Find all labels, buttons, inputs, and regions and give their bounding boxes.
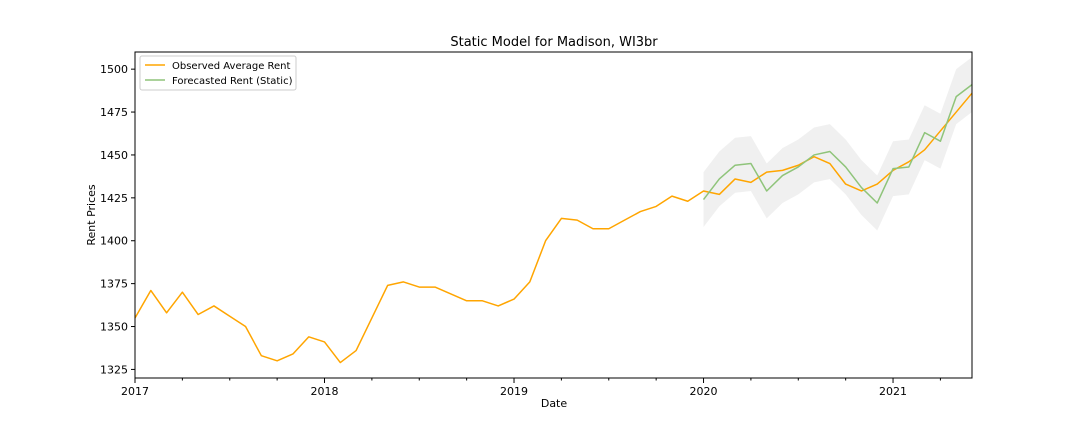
plot-frame <box>134 51 973 379</box>
y-tick-label: 1500 <box>100 63 128 76</box>
y-tick-label: 1450 <box>100 149 128 162</box>
x-tick-label: 2019 <box>500 385 528 398</box>
y-tick-label: 1350 <box>100 321 128 334</box>
y-tick-label: 1375 <box>100 278 128 291</box>
legend-box <box>139 55 297 91</box>
y-axis-label: Rent Prices <box>85 184 98 246</box>
series-line-forecast <box>702 84 973 204</box>
x-tick-label: 2020 <box>690 385 718 398</box>
y-tick-label: 1325 <box>100 363 128 376</box>
legend-label-forecast: Forecasted Rent (Static) <box>172 76 293 87</box>
legend: Observed Average Rent Forecasted Rent (S… <box>139 55 297 91</box>
legend-label-observed: Observed Average Rent <box>172 61 291 72</box>
x-tick-label: 2021 <box>879 385 907 398</box>
chart-title: Static Model for Madison, WI3br <box>450 35 658 50</box>
x-tick-label: 2017 <box>121 385 149 398</box>
series-line-observed <box>134 92 973 364</box>
y-tick-label: 1400 <box>100 235 128 248</box>
x-tick-label: 2018 <box>311 385 339 398</box>
y-tick-label: 1425 <box>100 192 128 205</box>
confidence-band <box>703 57 972 231</box>
x-axis-label: Date <box>541 397 568 410</box>
y-tick-label: 1475 <box>100 106 128 119</box>
plot-area: 1325 1350 1375 1400 1425 1450 1475 1500 2017 2018… <box>100 57 973 398</box>
